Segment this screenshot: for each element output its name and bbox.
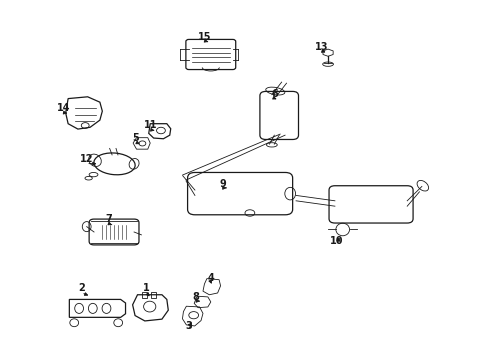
Text: 15: 15 — [198, 32, 212, 41]
Text: 12: 12 — [79, 154, 93, 164]
Text: 10: 10 — [330, 236, 343, 246]
Text: 1: 1 — [143, 283, 149, 293]
Text: 14: 14 — [56, 103, 70, 113]
Text: 6: 6 — [271, 89, 278, 99]
Text: 7: 7 — [106, 215, 113, 224]
Text: 9: 9 — [220, 179, 226, 189]
Text: 4: 4 — [207, 273, 214, 283]
Bar — [143, 292, 147, 298]
Text: 5: 5 — [132, 133, 139, 143]
Text: 13: 13 — [315, 42, 328, 51]
Text: 2: 2 — [78, 283, 85, 293]
Text: 3: 3 — [185, 321, 192, 331]
Text: 8: 8 — [193, 292, 199, 302]
Bar — [151, 292, 156, 298]
Text: 11: 11 — [144, 121, 157, 130]
